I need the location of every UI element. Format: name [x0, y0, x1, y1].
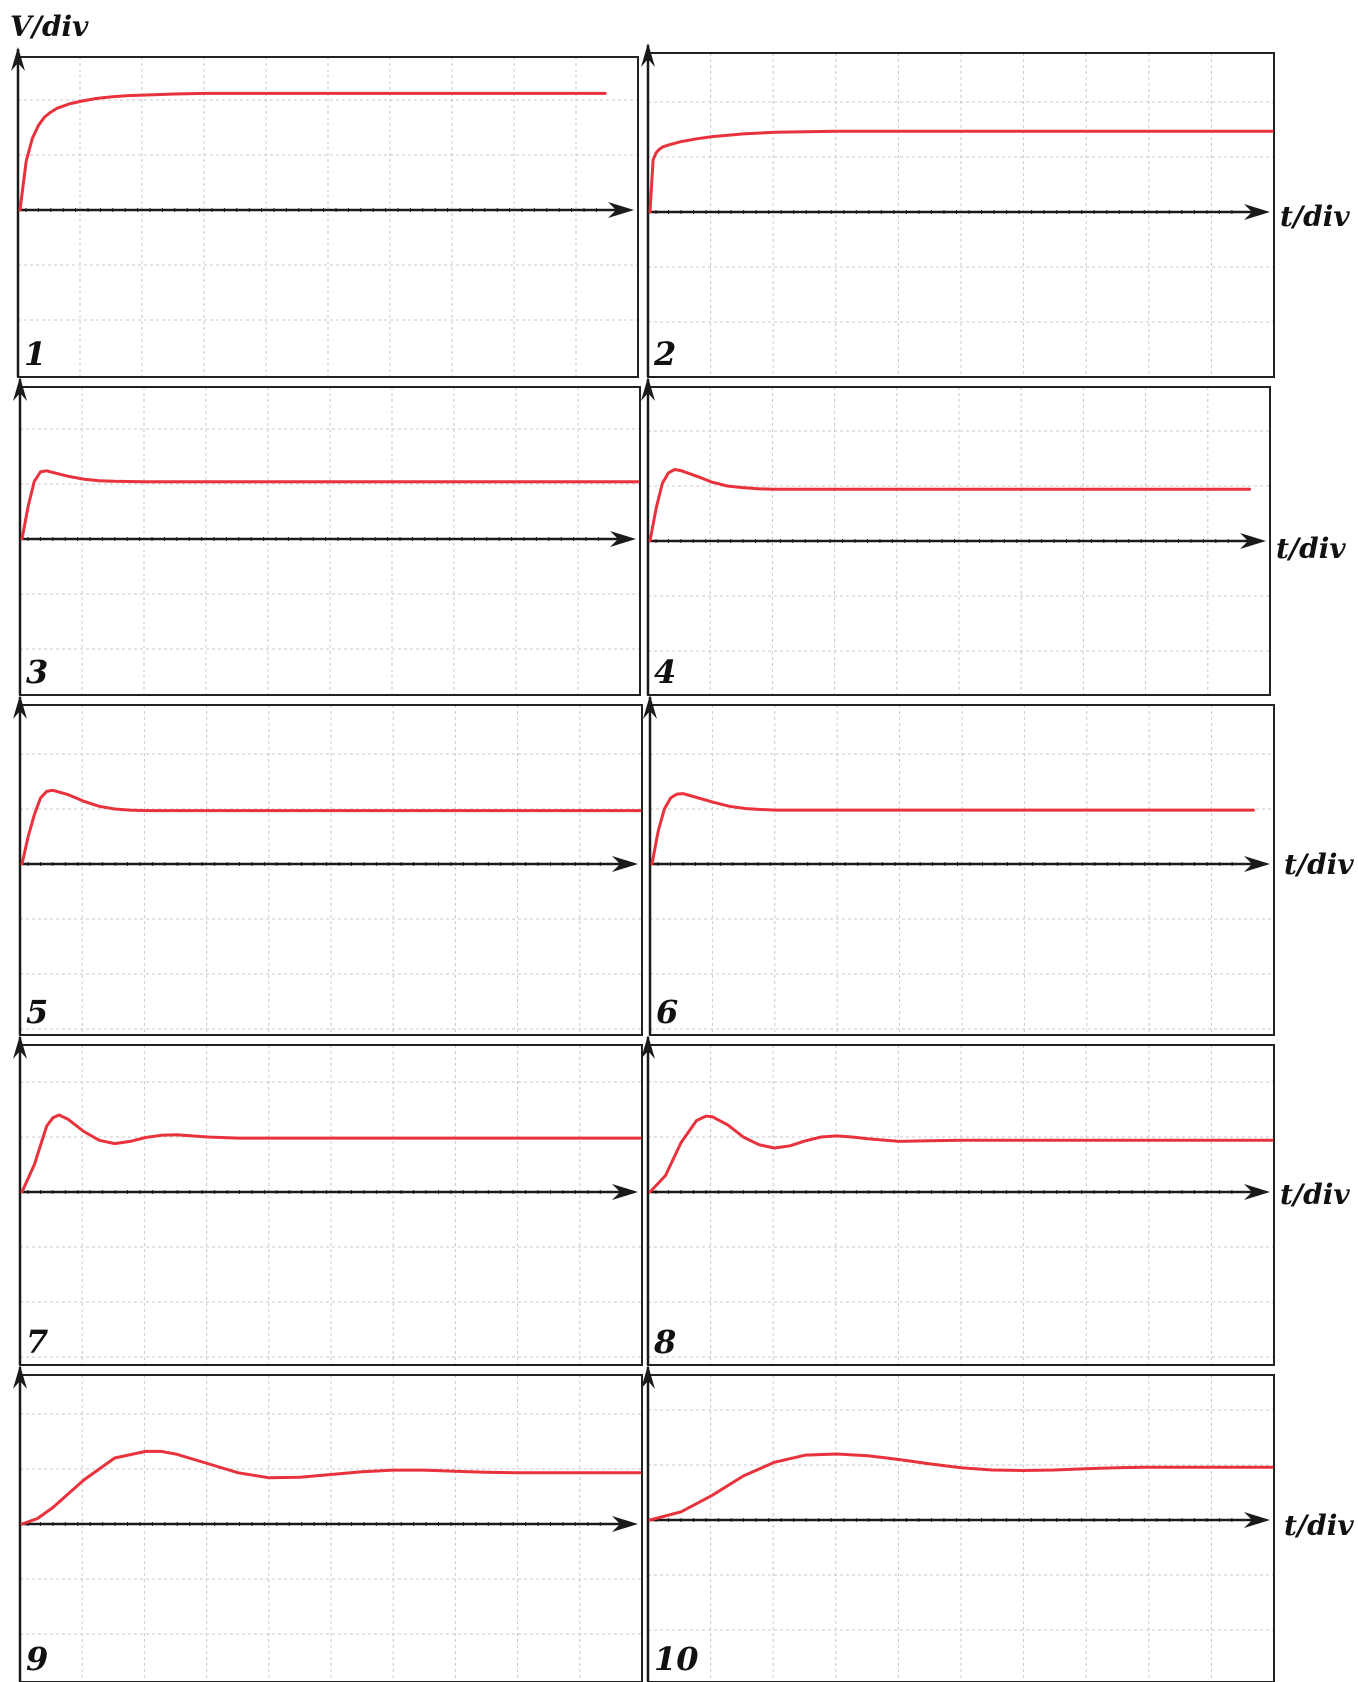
panel-3-trace — [20, 469, 640, 541]
panel-10-grid — [648, 1375, 1274, 1682]
panel-7-voltage-arrow — [13, 1035, 27, 1059]
panel-9: 9 — [13, 1365, 643, 1682]
panel-2-voltage-arrow — [641, 43, 655, 67]
panel-8-trace — [648, 1114, 1274, 1194]
panel-4-trace — [648, 468, 1251, 543]
panel-6: 6 — [643, 695, 1275, 1036]
panels-layer: 1 2 3 4 5 6 7 8 9 10 — [11, 43, 1275, 1682]
panel-2-time-arrow — [1244, 204, 1270, 220]
panel-6-grid — [650, 705, 1274, 1035]
panel-5-grid — [20, 705, 642, 1035]
panel-10-number: 10 — [654, 1640, 699, 1678]
panel-7: 7 — [13, 1035, 643, 1366]
panel-5: 5 — [13, 695, 643, 1036]
x-axis-title-row-1: t/div — [1280, 200, 1350, 233]
y-axis-title: V/div — [10, 10, 89, 43]
panel-8-grid — [648, 1045, 1274, 1365]
panel-9-trace — [20, 1449, 642, 1526]
panel-10-voltage-arrow — [641, 1365, 655, 1389]
panel-3-time-arrow — [610, 531, 636, 547]
x-axis-title-row-4: t/div — [1280, 1178, 1350, 1211]
panel-7-grid — [20, 1045, 642, 1365]
panel-1-number: 1 — [24, 335, 46, 373]
panel-4-grid — [648, 387, 1270, 695]
panel-3-grid — [20, 387, 640, 695]
panel-5-voltage-arrow — [13, 695, 27, 719]
panel-7-number: 7 — [26, 1323, 48, 1361]
panel-6-number: 6 — [656, 993, 678, 1031]
panel-6-voltage-arrow — [643, 695, 657, 719]
panel-5-number: 5 — [26, 993, 48, 1031]
panel-8: 8 — [641, 1035, 1275, 1366]
panel-1-voltage-arrow — [11, 47, 25, 71]
panel-2-number: 2 — [653, 335, 676, 373]
panel-7-time-arrow — [612, 1184, 638, 1200]
panel-8-number: 8 — [653, 1323, 676, 1361]
panel-10: 10 — [641, 1365, 1275, 1682]
panel-9-voltage-arrow — [13, 1365, 27, 1389]
panel-5-time-arrow — [612, 856, 638, 872]
panel-6-time-arrow — [1244, 856, 1270, 872]
panel-9-number: 9 — [26, 1640, 48, 1678]
panel-1-time-arrow — [608, 202, 634, 218]
panel-1-trace — [18, 91, 607, 212]
panel-6-trace — [650, 792, 1255, 866]
panel-4: 4 — [641, 377, 1271, 696]
panel-4-voltage-arrow — [641, 377, 655, 401]
panel-1-grid — [18, 57, 638, 377]
panel-2-trace — [648, 129, 1274, 214]
panel-8-time-arrow — [1244, 1184, 1270, 1200]
x-axis-title-row-2: t/div — [1276, 532, 1346, 565]
x-axis-title-row-5: t/div — [1284, 1509, 1354, 1542]
panel-10-trace — [648, 1452, 1274, 1522]
x-axis-title-row-3: t/div — [1284, 848, 1354, 881]
panel-1: 1 — [11, 47, 639, 378]
panel-4-time-arrow — [1240, 533, 1266, 549]
panel-9-time-arrow — [612, 1516, 638, 1532]
panel-5-trace — [20, 788, 642, 866]
panel-3: 3 — [13, 377, 641, 696]
panel-9-grid — [20, 1375, 642, 1682]
panel-4-number: 4 — [654, 653, 676, 691]
panel-10-time-arrow — [1244, 1512, 1270, 1528]
panel-2: 2 — [641, 43, 1275, 378]
panel-8-voltage-arrow — [641, 1035, 655, 1059]
panel-7-trace — [20, 1113, 642, 1194]
panel-3-voltage-arrow — [13, 377, 27, 401]
panel-2-grid — [648, 53, 1274, 377]
panel-3-number: 3 — [26, 653, 48, 691]
